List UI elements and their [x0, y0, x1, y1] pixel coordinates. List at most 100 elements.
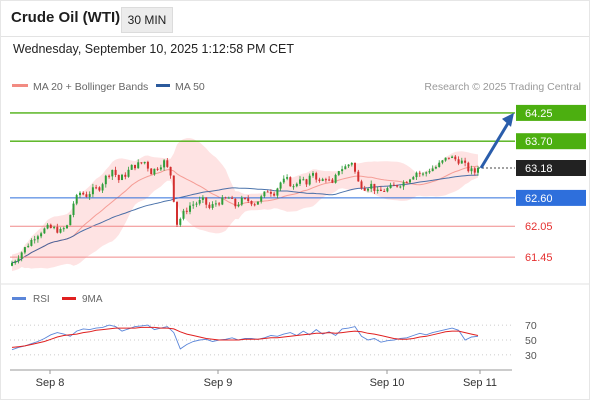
candlesticks	[11, 155, 479, 267]
moving-averages	[11, 165, 479, 264]
rsi-9ma-line	[11, 326, 479, 348]
candle-body	[292, 186, 295, 188]
candle-body	[253, 204, 256, 206]
candle-body	[373, 183, 376, 191]
candle-body	[195, 203, 198, 205]
candle-body	[169, 166, 172, 176]
rsi-lines	[11, 324, 479, 351]
candle-body	[447, 157, 450, 159]
candle-body	[101, 184, 104, 191]
candle-body	[273, 193, 276, 196]
candle-body	[425, 172, 428, 174]
candle-body	[331, 179, 334, 183]
candle-body	[444, 157, 447, 161]
key-levels	[10, 112, 515, 258]
candle-body	[49, 224, 52, 228]
research-credit: Research © 2025 Trading Central	[424, 81, 581, 93]
candle-body	[95, 187, 98, 189]
rsi-tick-50: 50	[525, 335, 537, 347]
rsi-tick-70: 70	[525, 320, 537, 332]
candle-body	[143, 161, 146, 164]
candle-body	[396, 185, 399, 187]
candle-body	[27, 245, 30, 248]
level-label-63-18: 63.18	[525, 163, 553, 175]
candle-body	[20, 252, 23, 259]
candle-body	[376, 189, 379, 191]
candle-body	[53, 227, 56, 229]
candle-body	[176, 201, 178, 225]
x-tick-label: Sep 8	[36, 377, 65, 389]
candle-body	[286, 177, 289, 179]
candle-body	[269, 191, 272, 194]
candle-body	[244, 197, 246, 199]
candle-body	[318, 179, 321, 181]
forecast-arrow-shaft	[479, 119, 512, 169]
candle-body	[460, 160, 463, 164]
candle-body	[276, 188, 279, 196]
candle-body	[75, 195, 78, 204]
candle-body	[227, 197, 230, 199]
candle-body	[91, 187, 94, 195]
candle-body	[224, 197, 227, 199]
ma20-legend-label: MA 20 + Bollinger Bands	[33, 81, 148, 93]
candle-body	[69, 214, 72, 226]
level-label-62-60: 62.60	[525, 193, 553, 205]
candle-body	[360, 181, 363, 189]
ma50-line	[11, 174, 479, 264]
candle-body	[218, 203, 221, 205]
candle-body	[279, 182, 282, 189]
candle-body	[256, 201, 259, 205]
candle-body	[127, 169, 130, 177]
interval-selector[interactable]: 30 MIN	[121, 7, 173, 33]
candle-body	[312, 173, 314, 176]
candle-body	[211, 204, 214, 208]
candle-body	[104, 175, 107, 185]
candle-body	[399, 186, 402, 188]
chart-header: Crude Oil (WTI) 30 MIN	[0, 0, 590, 37]
candle-body	[208, 204, 211, 208]
candle-body	[237, 204, 240, 207]
candle-body	[337, 171, 340, 175]
candle-body	[46, 224, 49, 229]
candle-body	[111, 169, 114, 177]
candle-body	[85, 194, 88, 197]
candle-body	[247, 198, 250, 201]
rsi-legend-swatch	[12, 297, 26, 300]
candle-body	[347, 164, 350, 167]
candle-body	[409, 179, 411, 183]
candle-body	[260, 196, 263, 202]
candle-body	[321, 179, 324, 181]
candle-body	[324, 179, 327, 181]
candle-body	[386, 188, 389, 192]
instrument-title: Crude Oil (WTI)	[11, 9, 121, 26]
candle-body	[350, 163, 353, 165]
candle-body	[315, 173, 318, 180]
x-axis: Sep 8 Sep 9 Sep 10 Sep 11	[36, 370, 497, 389]
candle-body	[415, 172, 418, 178]
candle-body	[88, 194, 91, 197]
candle-body	[108, 175, 111, 177]
candle-body	[72, 203, 75, 215]
ma20-legend-swatch	[12, 84, 28, 87]
candle-body	[457, 159, 460, 164]
candle-body	[117, 175, 120, 181]
candle-body	[231, 197, 234, 199]
candle-body	[17, 258, 20, 262]
candle-body	[289, 177, 292, 187]
candle-body	[30, 240, 33, 246]
candle-body	[402, 182, 405, 187]
candle-body	[392, 184, 395, 186]
candle-body	[114, 169, 117, 175]
candle-body	[163, 160, 166, 168]
candle-body	[198, 200, 201, 204]
ma50-legend-swatch	[156, 84, 170, 87]
x-tick-label: Sep 9	[204, 377, 233, 389]
candle-body	[328, 179, 331, 181]
candle-body	[454, 156, 457, 160]
candle-body	[82, 192, 85, 195]
candle-body	[59, 229, 62, 233]
candle-body	[14, 261, 17, 263]
candle-body	[334, 174, 337, 183]
candle-body	[431, 168, 434, 172]
candle-body	[438, 162, 441, 167]
